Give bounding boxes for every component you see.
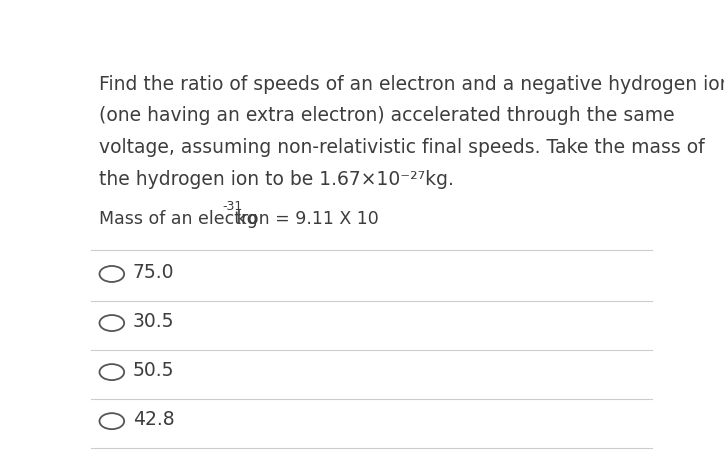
Text: 75.0: 75.0 [132, 262, 174, 282]
Text: 42.8: 42.8 [132, 410, 174, 429]
Text: Mass of an electron = 9.11 X 10: Mass of an electron = 9.11 X 10 [99, 211, 379, 228]
Text: kg: kg [232, 211, 258, 228]
Text: 30.5: 30.5 [132, 312, 174, 331]
Text: (one having an extra electron) accelerated through the same: (one having an extra electron) accelerat… [99, 106, 675, 126]
Text: Find the ratio of speeds of an electron and a negative hydrogen ion: Find the ratio of speeds of an electron … [99, 75, 724, 94]
Text: 50.5: 50.5 [132, 361, 174, 380]
Text: the hydrogen ion to be 1.67×10⁻²⁷kg.: the hydrogen ion to be 1.67×10⁻²⁷kg. [99, 169, 454, 189]
Text: -31: -31 [222, 200, 243, 213]
Text: voltage, assuming non-relativistic final speeds. Take the mass of: voltage, assuming non-relativistic final… [99, 138, 704, 157]
